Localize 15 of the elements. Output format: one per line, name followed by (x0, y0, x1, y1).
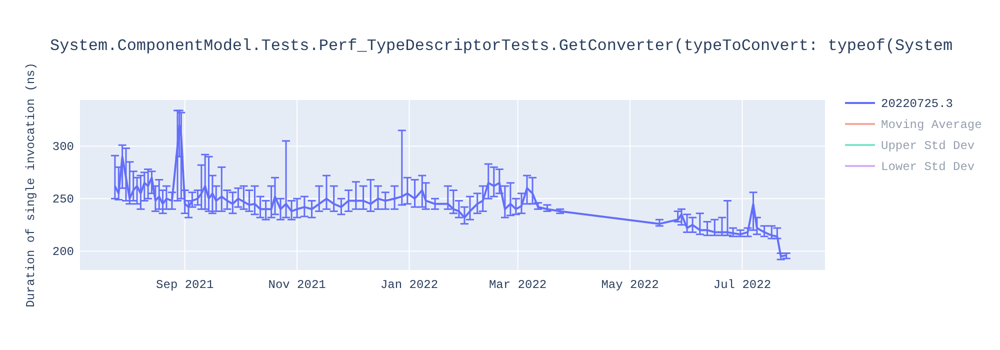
y-tick-label: 200 (52, 245, 74, 260)
x-tick-label: May 2022 (601, 278, 659, 292)
x-tick-label: Nov 2021 (268, 278, 326, 292)
legend-label: 20220725.3 (881, 97, 954, 111)
chart-title: System.ComponentModel.Tests.Perf_TypeDescriptorTests.GetConverter(typeToConvert: typeof(System (50, 37, 953, 55)
y-tick-label: 250 (52, 192, 74, 207)
x-tick-label: Sep 2021 (156, 278, 214, 292)
y-tick-label: 300 (52, 140, 74, 154)
legend-label: Lower Std Dev (881, 160, 975, 174)
legend-label: Moving Average (881, 118, 982, 132)
x-tick-label: Mar 2022 (489, 278, 547, 292)
x-tick-label: Jul 2022 (713, 278, 772, 292)
legend-label: Upper Std Dev (881, 139, 975, 153)
y-axis-title: Duration of single invocation (ns) (24, 62, 38, 308)
x-tick-label: Jan 2022 (380, 278, 438, 292)
